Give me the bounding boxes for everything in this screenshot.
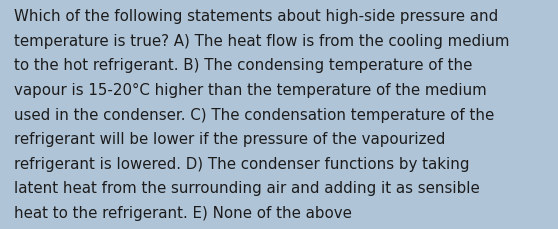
Text: vapour is 15-20°C higher than the temperature of the medium: vapour is 15-20°C higher than the temper… xyxy=(14,83,487,98)
Text: temperature is true? A) The heat flow is from the cooling medium: temperature is true? A) The heat flow is… xyxy=(14,34,509,49)
Text: latent heat from the surrounding air and adding it as sensible: latent heat from the surrounding air and… xyxy=(14,181,480,196)
Text: Which of the following statements about high-side pressure and: Which of the following statements about … xyxy=(14,9,498,24)
Text: used in the condenser. C) The condensation temperature of the: used in the condenser. C) The condensati… xyxy=(14,107,494,122)
Text: refrigerant is lowered. D) The condenser functions by taking: refrigerant is lowered. D) The condenser… xyxy=(14,156,469,171)
Text: heat to the refrigerant. E) None of the above: heat to the refrigerant. E) None of the … xyxy=(14,205,352,220)
Text: to the hot refrigerant. B) The condensing temperature of the: to the hot refrigerant. B) The condensin… xyxy=(14,58,472,73)
Text: refrigerant will be lower if the pressure of the vapourized: refrigerant will be lower if the pressur… xyxy=(14,132,445,147)
